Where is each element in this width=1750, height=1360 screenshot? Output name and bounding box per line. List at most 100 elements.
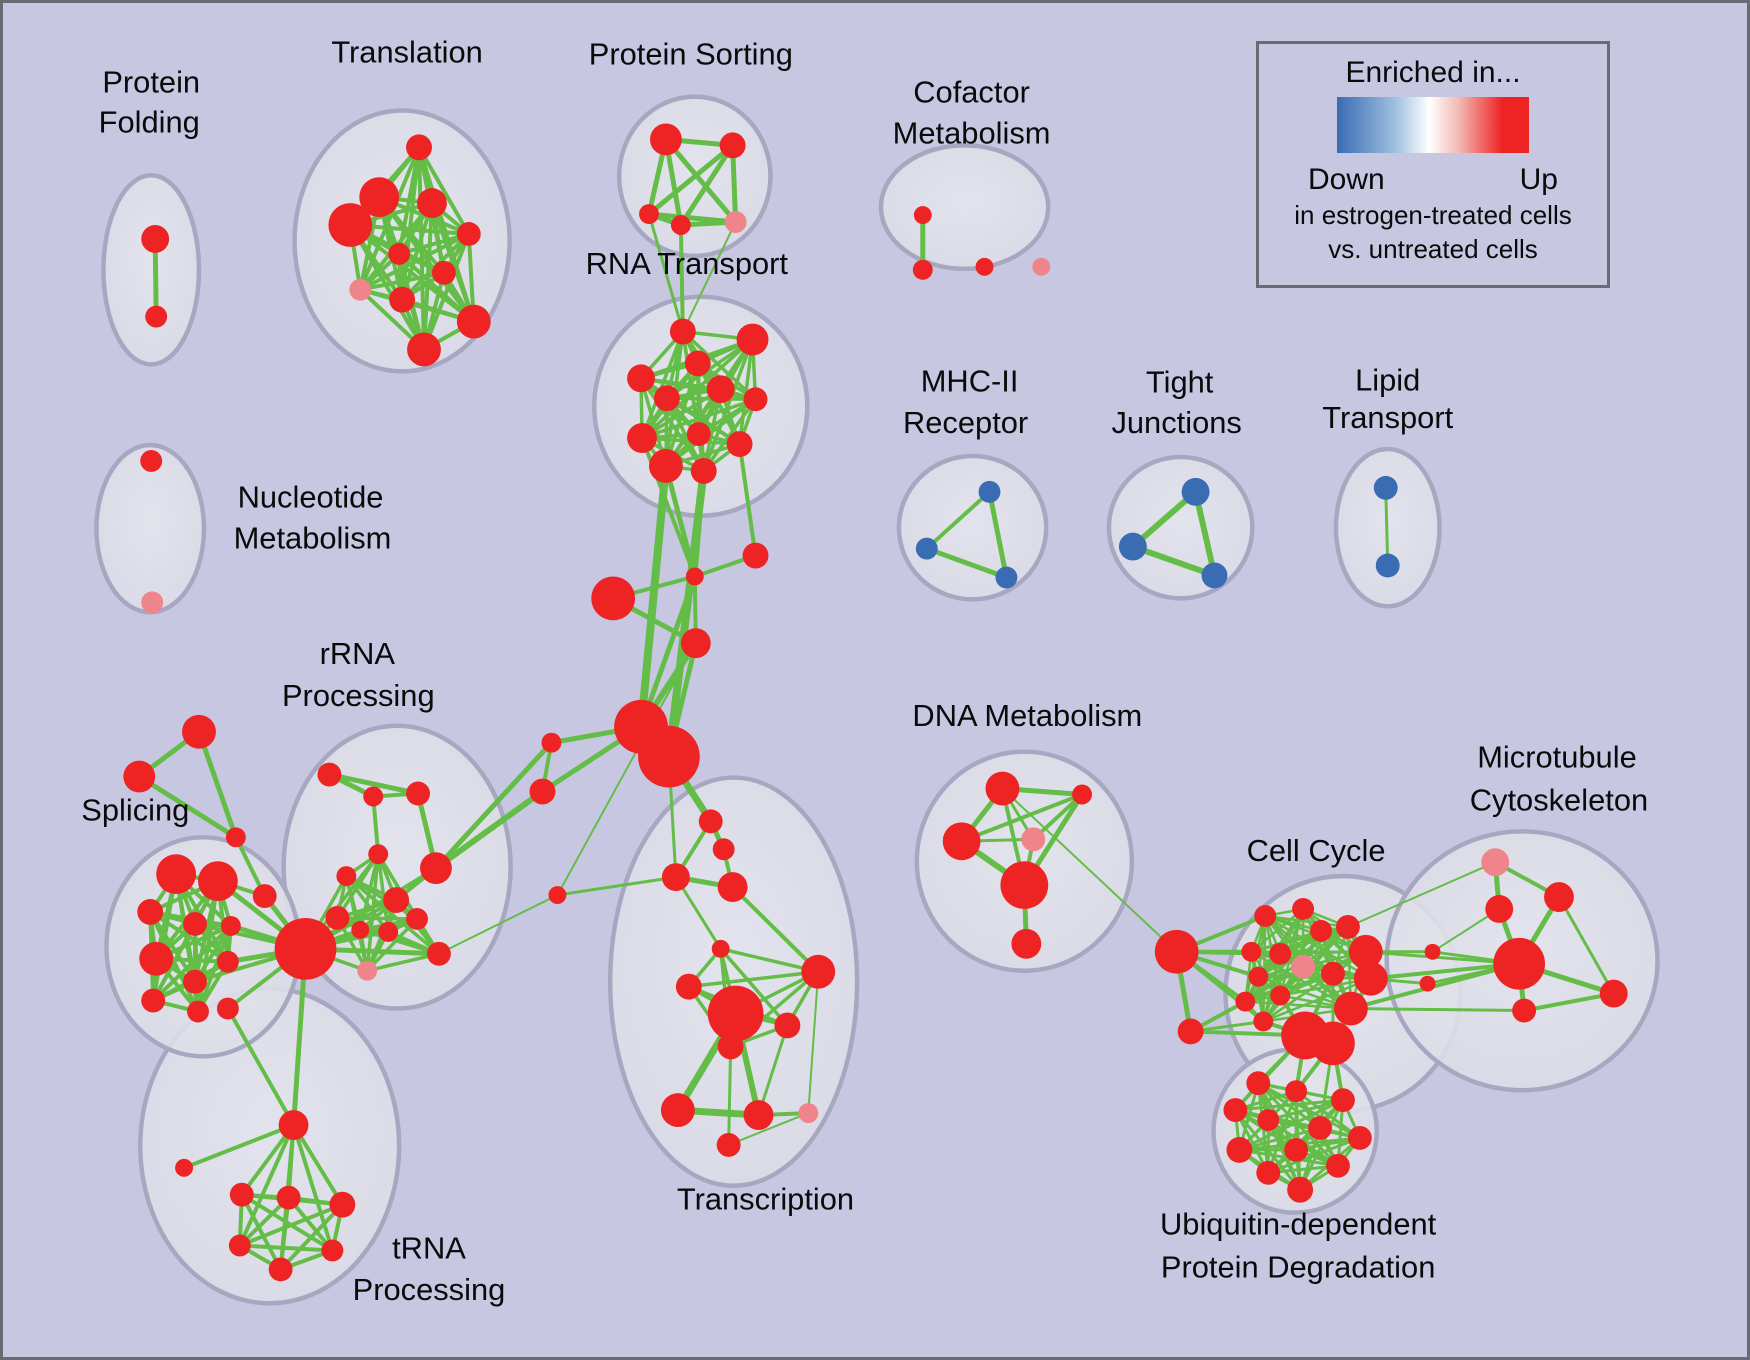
edge-sn3-r12 <box>438 894 558 955</box>
node-t2 <box>359 177 400 218</box>
edge-x2-x9 <box>807 971 820 1114</box>
node-s5 <box>724 211 747 233</box>
diagram-label-rrna-2: Processing <box>282 678 435 713</box>
edge-tc-v4 <box>237 1124 296 1247</box>
edge-v4-v5 <box>239 1243 333 1253</box>
edge-rt12-j1 <box>692 470 707 577</box>
diagram-label-mhc-2: Receptor <box>903 405 1028 440</box>
diagram-label-cell-cycle: Cell Cycle <box>1247 833 1386 868</box>
node-s2 <box>719 132 746 159</box>
node-k3 <box>661 863 690 892</box>
node-t5 <box>456 222 481 246</box>
node-r5 <box>336 866 357 887</box>
node-u1 <box>1246 1071 1271 1096</box>
edge-p4-p9 <box>151 922 197 1002</box>
node-rt9 <box>686 422 711 447</box>
edge-x5-x8 <box>757 1025 789 1116</box>
node-u7 <box>1347 1126 1372 1150</box>
node-t3 <box>417 188 447 219</box>
node-p2 <box>198 861 238 902</box>
edge-mh1-mh2 <box>925 490 991 551</box>
node-t9 <box>389 286 416 313</box>
edge-t5-t6 <box>398 232 470 256</box>
node-q7 <box>1241 941 1262 962</box>
edge-tj2-tj3 <box>1131 543 1216 579</box>
edge-s2-s3 <box>647 143 735 216</box>
node-u5 <box>1257 1109 1280 1132</box>
node-q5 <box>1310 919 1332 942</box>
edge-q16-mt8 <box>1350 1007 1525 1013</box>
node-q9 <box>1291 954 1316 979</box>
diagram-label-splicing: Splicing <box>81 792 189 827</box>
legend-box: Enriched in... Down Up in estrogen-treat… <box>1256 41 1610 288</box>
node-q14 <box>1235 991 1256 1012</box>
edge-k3-x1 <box>674 876 722 950</box>
edge-u3-u5 <box>1267 1098 1344 1122</box>
cluster-ellipse-mhc-ii-receptor <box>896 453 1049 602</box>
diagram-label-lipid-2: Transport <box>1322 400 1453 435</box>
node-rt7 <box>743 387 768 412</box>
node-n1 <box>140 450 163 472</box>
node-k4 <box>717 872 748 903</box>
diagram-label-protein-sorting: Protein Sorting <box>589 37 793 72</box>
node-sn2 <box>252 884 277 908</box>
node-q13 <box>1248 966 1269 987</box>
edge-r11-r13 <box>365 917 419 972</box>
node-mh1 <box>978 480 1001 503</box>
node-u11 <box>1326 1153 1350 1178</box>
node-r7 <box>383 887 410 913</box>
node-n2 <box>141 591 164 614</box>
node-pf1 <box>141 225 170 253</box>
cluster-labels-layer: Protein Folding Translation Protein Sorting… <box>81 35 1648 1308</box>
node-h2 <box>638 725 700 788</box>
node-rh <box>274 917 337 980</box>
node-mt1 <box>1481 848 1510 877</box>
diagram-label-lipid-1: Lipid <box>1355 362 1420 397</box>
edge-q3-q6 <box>1265 914 1349 929</box>
node-j1 <box>685 567 704 586</box>
node-v4 <box>228 1234 251 1257</box>
node-q15 <box>1270 985 1291 1006</box>
node-rt5 <box>653 385 680 412</box>
node-p9 <box>141 988 166 1013</box>
node-u8 <box>1226 1136 1253 1163</box>
edge-v1-v6 <box>240 1193 283 1271</box>
edge-mt5-mt8 <box>1523 991 1615 1013</box>
node-q2 <box>1177 1018 1204 1045</box>
nodes-layer <box>123 123 1628 1282</box>
legend-title: Enriched in... <box>1345 56 1521 89</box>
node-x2 <box>801 954 836 989</box>
edge-q12-q17 <box>1262 977 1372 1023</box>
edge-v3-v4 <box>239 1202 344 1248</box>
network-svg: Protein Folding Translation Protein Sorting… <box>81 35 1660 1308</box>
diagram-label-dna-metabolism: DNA Metabolism <box>912 698 1142 733</box>
edge-q6-mt1 <box>1347 861 1496 928</box>
node-u2 <box>1285 1080 1308 1103</box>
node-v2 <box>276 1185 301 1210</box>
edge-rt6-rt8 <box>641 387 722 440</box>
diagram-label-tight-1: Tight <box>1146 364 1214 399</box>
edge-sn3-k3 <box>557 875 677 897</box>
edge-tj1-tj3 <box>1192 491 1218 577</box>
node-rt11 <box>649 449 683 483</box>
node-rt12 <box>690 457 717 484</box>
node-g3 <box>225 827 246 848</box>
diagram-label-rrna-1: rRNA <box>320 636 396 671</box>
node-s4 <box>670 215 691 235</box>
node-u12 <box>1287 1176 1314 1203</box>
node-q6 <box>1335 914 1360 939</box>
node-rt2 <box>736 323 769 356</box>
edge-s4-rt1 <box>678 224 685 332</box>
diagram-label-trna-2: Processing <box>353 1272 506 1307</box>
node-p5 <box>220 915 241 936</box>
node-q19 <box>1311 1021 1355 1066</box>
node-t1 <box>406 134 432 161</box>
node-b1 <box>591 576 636 621</box>
node-p3 <box>137 899 164 925</box>
edge-k4-x2 <box>731 885 820 974</box>
node-mt5 <box>1599 979 1628 1008</box>
legend-caption-line2: vs. untreated cells <box>1328 234 1538 264</box>
edge-t1-t8 <box>358 146 421 291</box>
node-sn3 <box>548 886 567 905</box>
node-v5 <box>321 1239 344 1262</box>
